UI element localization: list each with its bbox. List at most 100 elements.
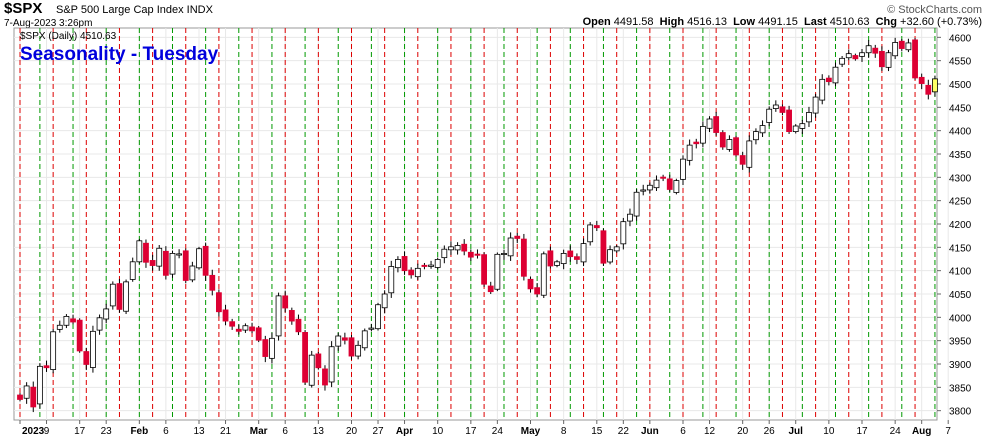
candle-body [713,116,720,133]
x-tick-label: 10 [823,426,835,437]
candle-body [494,253,501,290]
candle-body [699,126,706,144]
x-tick-label: 17 [74,426,86,437]
y-tick-label: 4550 [949,57,972,68]
candle-body [136,240,143,263]
candle-body [414,267,421,278]
candle-body [295,318,302,333]
brand-watermark: © StockCharts.com [887,4,982,16]
x-tick-label: Jun [641,426,659,437]
y-tick-label: 3900 [949,360,972,371]
candle-body [209,274,216,291]
x-tick-label: 20 [346,426,358,437]
candle-body [235,328,242,332]
x-tick-label: 8 [561,426,567,437]
y-tick-label: 4200 [949,220,972,231]
candle-body [772,104,779,109]
candle-body [269,337,275,359]
candle-body [308,354,315,386]
last-label: Last [804,16,827,28]
candle-body [43,365,50,369]
low-value: 4491.15 [758,16,798,28]
candle-body [335,335,342,347]
candle-body [302,332,308,383]
y-tick-label: 4600 [949,33,972,44]
x-tick-label: 17 [465,426,477,437]
x-tick-label: 22 [618,426,630,437]
candle-body [275,295,282,337]
candle-body [560,252,567,265]
x-tick-label: 6 [282,426,288,437]
candle-body [779,106,786,113]
candle-body [527,278,534,290]
candle-body [885,52,892,68]
candle-body [229,321,236,327]
candle-body [428,264,434,267]
candle-body [401,256,408,272]
chart-title: Seasonality - Tuesday [20,44,219,65]
x-tick-label: 7 [945,426,951,437]
candle-body [441,248,448,259]
candle-body [554,261,560,266]
series-legend: $SPX (Daily) 4510.63 [20,31,117,42]
x-tick-label: May [521,426,541,437]
candle-body [819,78,826,101]
x-tick-label: 6 [163,426,169,437]
candle-body [434,259,441,268]
candle-body [215,292,222,313]
candle-body [501,252,507,255]
candle-body [806,112,812,123]
candle-body [534,287,541,295]
candle-body [507,237,514,257]
candle-body [514,235,521,239]
candle-body [547,250,554,267]
y-tick-label: 4450 [949,103,972,114]
candle-body [706,118,713,129]
candle-body [249,326,255,332]
x-tick-label: 23 [101,426,113,437]
x-tick-label: Aug [912,426,931,437]
x-tick-label: Feb [130,426,148,437]
x-tick-label: 15 [591,426,603,437]
candle-body [766,108,773,123]
candle-body [56,324,63,330]
candle-body [620,221,627,245]
candle-body [103,308,110,320]
candle-body [925,84,932,95]
y-tick-label: 4100 [949,267,972,278]
candle-body [912,39,918,79]
candle-body [375,304,381,330]
x-tick-label: 24 [890,426,902,437]
candle-body [673,180,680,193]
x-tick-label: 20 [737,426,749,437]
candle-body [262,339,269,357]
candle-body [242,325,249,331]
candle-body [196,248,202,269]
candle-body [30,386,37,408]
candle-body [162,250,169,276]
candle-body [845,53,852,59]
open-label: Open [582,16,611,28]
candle-body [70,318,76,323]
y-tick-label: 4350 [949,150,972,161]
candle-body [222,309,229,322]
x-tick-label: 9 [44,426,50,437]
candle-body [879,50,885,68]
candle-body [169,252,176,275]
candle-body [315,353,322,369]
candle-body [123,281,129,312]
candle-body [746,140,753,168]
candle-body [739,155,746,165]
candle-body [753,131,759,141]
candle-body [799,123,806,129]
candle-body [36,365,43,405]
candle-body [348,337,355,357]
candle-body [574,256,580,260]
candle-body [109,283,116,307]
candle-body [17,394,23,400]
candle-body [23,385,30,399]
candle-body [872,47,879,54]
x-tick-label: 13 [313,426,325,437]
candle-body [395,259,401,269]
